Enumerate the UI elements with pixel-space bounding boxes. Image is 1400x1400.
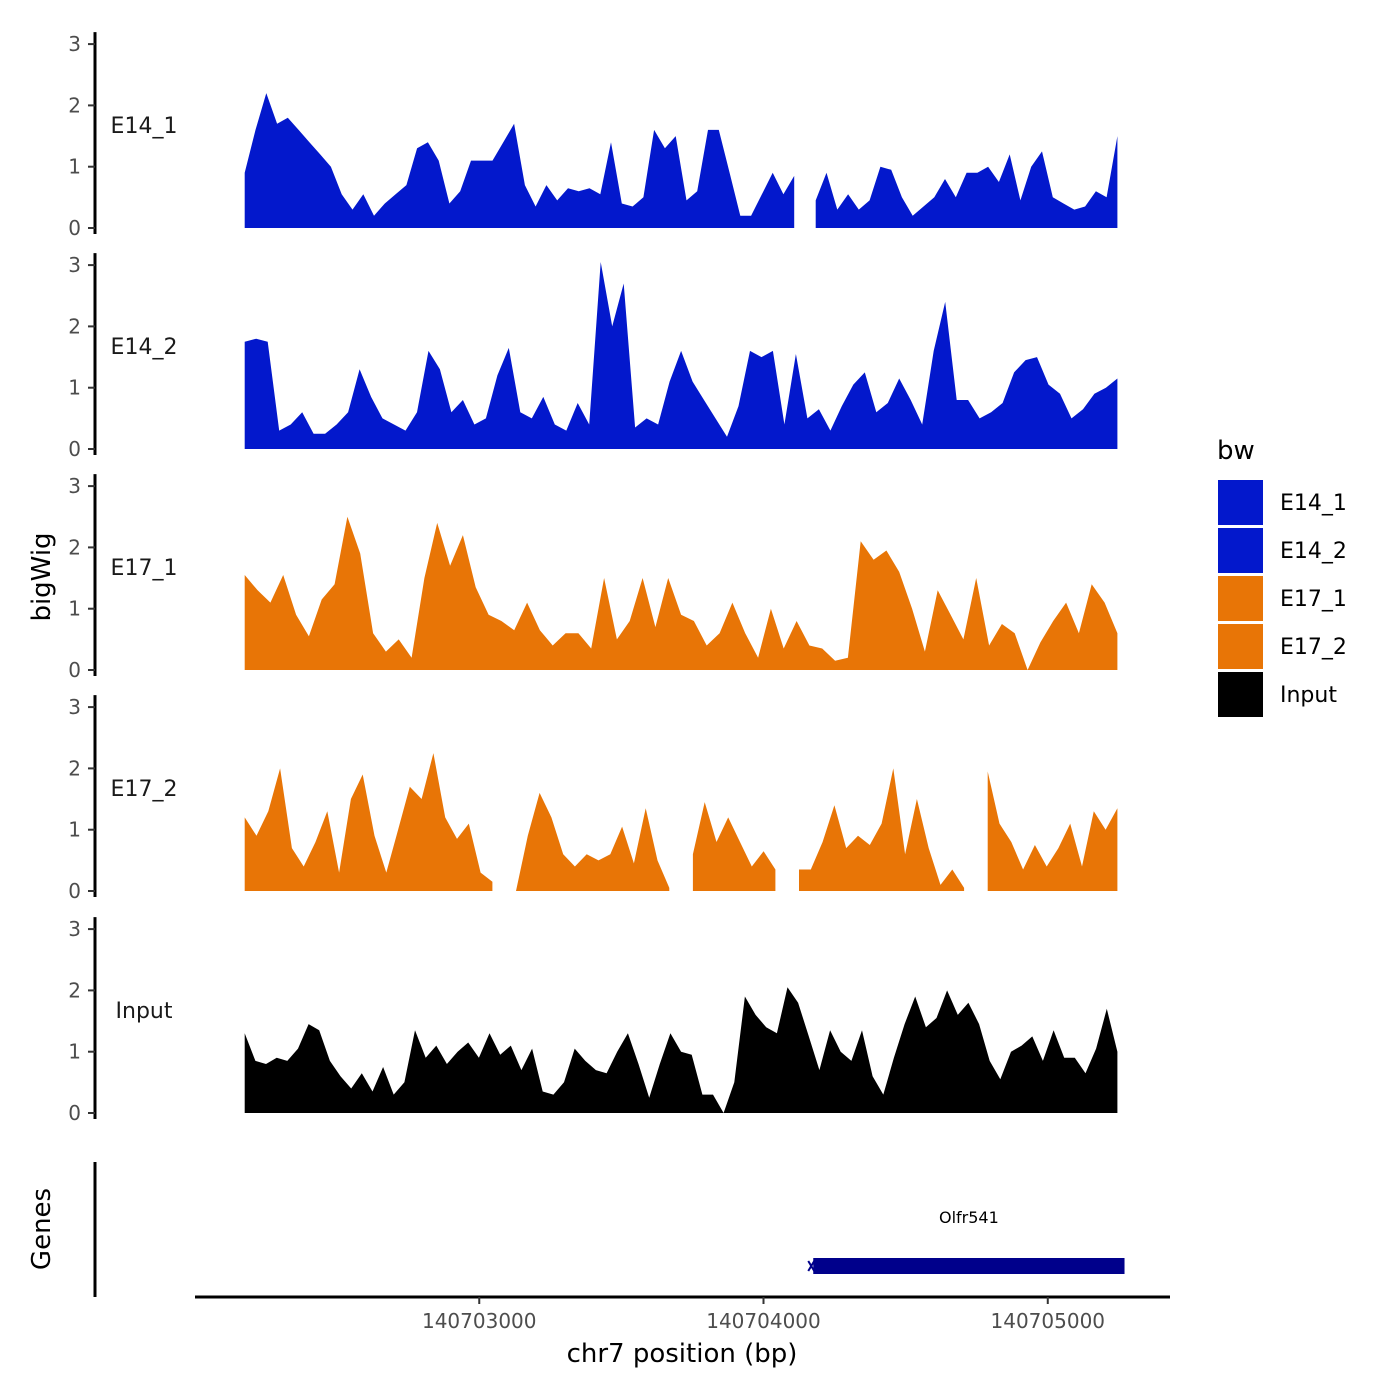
x-tick-label: 140704000 bbox=[706, 1309, 821, 1333]
y-tick-label: 3 bbox=[68, 695, 81, 719]
track-e14-2: 0 1 2 3 E14_2 bbox=[68, 253, 1118, 461]
legend-item-input: Input bbox=[1218, 672, 1337, 717]
y-axis-title: bigWig bbox=[27, 532, 57, 621]
area-e17-1-segment-0 bbox=[244, 516, 1118, 670]
track-e17-2: 0 1 2 3 E17_2 bbox=[68, 695, 1118, 903]
area-e14-1-segment-0 bbox=[244, 93, 795, 228]
track-label: Input bbox=[116, 999, 173, 1024]
y-tick-label: 2 bbox=[68, 756, 81, 780]
legend-item-e14-2: E14_2 bbox=[1218, 528, 1347, 573]
y-tick-label: 2 bbox=[68, 93, 81, 117]
legend-item-e17-2: E17_2 bbox=[1218, 624, 1347, 669]
legend-swatch bbox=[1218, 480, 1263, 525]
y-tick-label: 0 bbox=[68, 1101, 81, 1125]
gene-strand-mark bbox=[807, 1260, 816, 1272]
legend-item-e14-1: E14_1 bbox=[1218, 480, 1347, 525]
legend-label: E17_2 bbox=[1280, 635, 1347, 660]
y-tick-label: 2 bbox=[68, 314, 81, 338]
legend-label: E17_1 bbox=[1280, 587, 1347, 612]
y-tick-label: 1 bbox=[68, 376, 81, 400]
legend-title: bw bbox=[1217, 436, 1255, 466]
legend-label: E14_1 bbox=[1280, 491, 1347, 516]
legend-item-e17-1: E17_1 bbox=[1218, 576, 1347, 621]
genes-axis-title: Genes bbox=[27, 1188, 57, 1270]
y-tick-label: 1 bbox=[68, 155, 81, 179]
track-label: E14_2 bbox=[111, 335, 178, 360]
legend-swatch bbox=[1218, 624, 1263, 669]
track-label: E17_2 bbox=[111, 777, 178, 802]
legend-swatch bbox=[1218, 576, 1263, 621]
y-tick-label: 1 bbox=[68, 1040, 81, 1064]
area-e14-1-segment-1 bbox=[815, 136, 1118, 228]
x-axis-title: chr7 position (bp) bbox=[567, 1339, 798, 1369]
y-tick-label: 0 bbox=[68, 216, 81, 240]
y-tick-label: 3 bbox=[68, 32, 81, 56]
track-e17-1: 0 1 2 3 E17_1 bbox=[68, 474, 1118, 682]
track-input: 0 1 2 3 Input bbox=[68, 917, 1118, 1125]
track-label: E14_1 bbox=[111, 114, 178, 139]
area-e17-2-segment-1 bbox=[516, 792, 670, 891]
area-e17-2-segment-0 bbox=[244, 753, 493, 891]
y-tick-label: 2 bbox=[68, 535, 81, 559]
y-tick-label: 3 bbox=[68, 253, 81, 277]
y-tick-label: 0 bbox=[68, 658, 81, 682]
track-e14-1: 0 1 2 3 E14_1 bbox=[68, 32, 1118, 240]
area-e17-2-segment-4 bbox=[987, 771, 1118, 891]
y-tick-label: 1 bbox=[68, 597, 81, 621]
track-label: E17_1 bbox=[111, 556, 178, 581]
gene-olfr541 bbox=[813, 1258, 1125, 1274]
gene-label: Olfr541 bbox=[939, 1208, 999, 1227]
y-tick-label: 0 bbox=[68, 879, 81, 903]
area-e14-2-segment-0 bbox=[244, 262, 1118, 449]
legend-label: E14_2 bbox=[1280, 539, 1347, 564]
area-e17-2-segment-3 bbox=[799, 768, 965, 891]
y-tick-label: 0 bbox=[68, 437, 81, 461]
y-tick-label: 2 bbox=[68, 978, 81, 1002]
legend-swatch bbox=[1218, 528, 1263, 573]
x-tick-label: 140703000 bbox=[422, 1309, 537, 1333]
y-tick-label: 3 bbox=[68, 917, 81, 941]
legend-swatch bbox=[1218, 672, 1263, 717]
legend-label: Input bbox=[1280, 683, 1337, 708]
x-tick-label: 140705000 bbox=[991, 1309, 1106, 1333]
area-input-segment-0 bbox=[244, 987, 1118, 1113]
y-tick-label: 1 bbox=[68, 818, 81, 842]
area-e17-2-segment-2 bbox=[692, 802, 776, 891]
y-tick-label: 3 bbox=[68, 474, 81, 498]
